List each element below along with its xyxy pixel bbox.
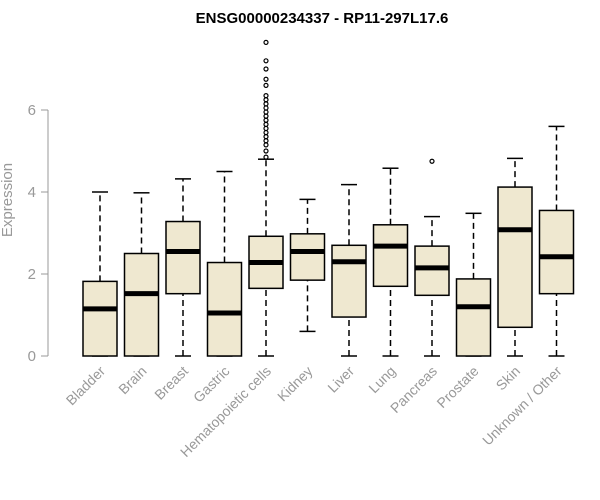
x-tick-label: Liver [324, 363, 357, 396]
x-tick-label: Unknown / Other [479, 363, 565, 449]
outlier-point [263, 113, 269, 119]
outlier-point [263, 125, 269, 132]
box-gastric [206, 170, 243, 357]
box-lung [372, 167, 409, 357]
x-tick-label: Brain [115, 363, 149, 397]
box-pancreas [414, 158, 450, 357]
x-tick-label: Prostate [433, 363, 481, 411]
outlier-point [263, 129, 269, 136]
box-iqr [455, 278, 492, 357]
box-kidney [289, 198, 326, 333]
box-hematopoietic-cells [248, 39, 284, 357]
outlier-point [263, 105, 269, 111]
box-iqr [289, 233, 326, 281]
box-iqr [206, 261, 243, 357]
outlier-point [263, 93, 269, 99]
outlier-point [263, 138, 269, 144]
x-tick-label: Skin [493, 363, 524, 394]
outlier-point [263, 97, 269, 103]
outlier-point [263, 117, 269, 123]
outlier-point [263, 58, 269, 64]
box-unknown-other [538, 125, 575, 357]
y-axis-label: Expression [0, 163, 16, 237]
outlier-point [263, 142, 269, 148]
box-bladder [82, 191, 118, 357]
box-iqr [165, 220, 201, 295]
outlier-point [263, 101, 269, 107]
box-iqr [538, 209, 575, 295]
chart-title: ENSG00000234337 - RP11-297L17.6 [196, 10, 449, 27]
outlier-point [263, 154, 269, 160]
y-tick-label: 0 [28, 348, 36, 365]
outlier-point [263, 39, 269, 45]
x-tick-label: Lung [365, 363, 398, 396]
y-tick-label: 2 [28, 266, 36, 283]
y-tick-label: 6 [28, 102, 36, 119]
outlier-point [263, 148, 269, 154]
outlier-point [263, 82, 269, 89]
box-brain [123, 192, 160, 357]
y-axis: 0 2 4 6 [28, 102, 49, 365]
x-tick-label: Kidney [274, 363, 316, 405]
outlier-point [263, 121, 269, 127]
box-iqr [82, 280, 118, 357]
outlier-point [429, 158, 435, 164]
y-tick-label: 4 [28, 184, 36, 201]
box-prostate [455, 212, 492, 357]
box-iqr [331, 244, 367, 318]
x-tick-label: Breast [151, 363, 191, 403]
box-iqr [414, 245, 450, 297]
outlier-point [263, 76, 269, 82]
box-iqr [123, 252, 160, 357]
box-iqr [372, 224, 409, 288]
box-breast [165, 178, 201, 357]
boxes-group [82, 39, 575, 357]
outlier-point [263, 134, 269, 140]
box-iqr [497, 186, 533, 329]
x-tick-label: Bladder [63, 363, 109, 409]
box-skin [497, 157, 533, 357]
outlier-point [263, 66, 269, 72]
box-liver [331, 183, 367, 357]
outlier-point [263, 109, 269, 115]
